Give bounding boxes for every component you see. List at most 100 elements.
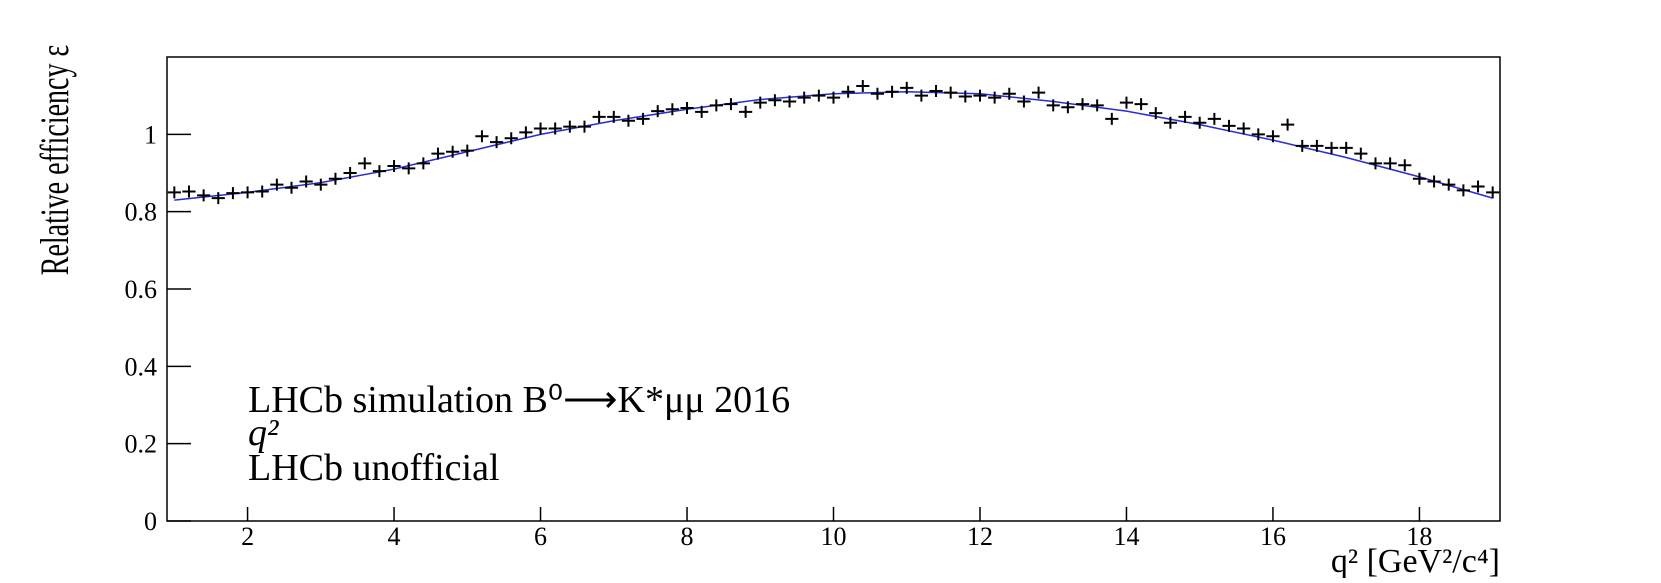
data-point: [402, 162, 416, 175]
data-point: [167, 186, 181, 199]
data-point: [431, 147, 445, 160]
data-point: [1324, 141, 1339, 154]
x-tick-label: 2: [241, 522, 254, 551]
data-point: [1178, 110, 1192, 123]
y-tick-label: 0.6: [125, 275, 158, 304]
x-tick-label: 16: [1260, 522, 1286, 551]
data-point: [1471, 180, 1485, 193]
data-point: [299, 175, 313, 188]
data-point: [1046, 99, 1060, 112]
data-point: [1149, 107, 1163, 120]
data-point: [1017, 95, 1031, 108]
annotation: LHCb unofficial: [248, 447, 500, 489]
data-point: [211, 192, 225, 205]
data-point: [1354, 147, 1368, 160]
data-point: [1105, 112, 1119, 125]
y-tick-label: 0.8: [125, 198, 158, 227]
data-point: [1222, 119, 1236, 132]
data-point: [519, 126, 533, 139]
data-point: [1412, 172, 1427, 185]
data-point: [226, 187, 240, 200]
x-tick-label: 6: [534, 522, 547, 551]
data-point: [533, 122, 548, 135]
data-point: [1442, 178, 1456, 191]
data-point: [1339, 141, 1353, 154]
fit-curve: [174, 91, 1493, 201]
y-tick-label: 0.4: [125, 352, 158, 381]
data-point: [973, 89, 987, 102]
data-point: [870, 87, 885, 100]
data-point: [1427, 175, 1441, 188]
data-point: [1295, 139, 1309, 152]
x-tick-label: 12: [967, 522, 993, 551]
data-point: [695, 105, 709, 118]
data-point: [358, 157, 372, 170]
data-point: [753, 96, 767, 109]
data-point: [709, 99, 723, 112]
data-point: [958, 90, 972, 103]
data-point: [900, 81, 914, 94]
data-point: [1002, 87, 1016, 100]
x-tick-label: 10: [821, 522, 847, 551]
y-tick-label: 1: [144, 120, 157, 149]
data-point: [797, 91, 811, 104]
x-axis-label: q² [GeV²/c⁴]: [1331, 543, 1500, 578]
data-point: [1251, 128, 1265, 141]
data-point: [1310, 139, 1324, 152]
data-point: [343, 167, 357, 179]
data-point: [372, 165, 386, 178]
data-point: [284, 181, 299, 194]
x-tick-label: 4: [388, 522, 401, 551]
data-point: [577, 120, 592, 133]
annotation: q²: [248, 412, 279, 454]
data-point: [665, 103, 679, 116]
y-tick-label: 0.2: [125, 430, 158, 459]
data-point: [416, 157, 430, 170]
data-point: [1075, 98, 1090, 111]
data-point: [1119, 96, 1134, 109]
data-point: [944, 86, 958, 99]
data-point: [812, 89, 826, 102]
x-tick-label: 14: [1113, 522, 1139, 551]
data-point: [724, 98, 738, 111]
data-point: [548, 122, 562, 135]
data-point: [1134, 98, 1148, 111]
data-point: [680, 102, 694, 115]
data-point: [328, 172, 343, 185]
data-point: [1207, 112, 1221, 125]
data-point: [1383, 157, 1397, 170]
data-point: [1281, 118, 1295, 131]
annotation: LHCb simulation B⁰⟶K*μμ 2016: [248, 379, 790, 421]
data-point: [826, 91, 841, 104]
data-point: [636, 112, 650, 125]
data-point: [255, 185, 269, 198]
data-point: [988, 91, 1002, 104]
data-point: [182, 185, 196, 198]
data-point: [607, 110, 621, 123]
data-point: [1193, 116, 1207, 129]
data-point: [460, 144, 474, 157]
data-point: [1398, 159, 1412, 172]
data-point: [856, 80, 870, 92]
data-point: [270, 178, 284, 191]
data-point: [1486, 186, 1500, 199]
x-tick-label: 8: [681, 522, 694, 551]
data-point: [1163, 116, 1177, 129]
data-point: [489, 136, 504, 149]
data-point: [475, 130, 489, 143]
data-point: [504, 132, 518, 145]
data-point: [592, 110, 606, 123]
data-point: [197, 189, 211, 202]
y-tick-label: 0: [144, 507, 157, 536]
data-point: [1237, 122, 1251, 135]
data-point: [387, 160, 401, 173]
data-point: [1368, 157, 1383, 170]
data-point: [1266, 130, 1280, 143]
data-point: [240, 186, 255, 199]
data-point: [885, 85, 899, 98]
data-point: [1090, 99, 1104, 112]
data-point: [314, 178, 328, 191]
data-point: [1456, 184, 1470, 197]
